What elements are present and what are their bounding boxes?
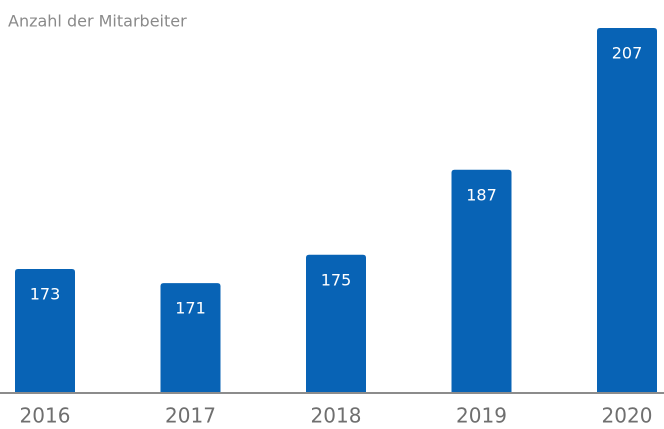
data-label: 187 [466,185,497,204]
data-label: 175 [321,270,352,289]
data-label: 173 [30,284,61,303]
x-tick-label: 2016 [20,404,71,428]
bar [451,169,512,393]
x-tick-label: 2017 [165,404,216,428]
x-tick-label: 2020 [602,404,653,428]
x-tick-label: 2018 [311,404,362,428]
bar [15,268,75,393]
x-tick-label: 2019 [456,404,507,428]
bar [597,28,657,393]
chart-title: Anzahl der Mitarbeiter [8,12,187,31]
bar [160,283,221,393]
data-label: 171 [175,299,206,318]
bar [306,254,366,393]
data-label: 207 [612,44,643,63]
